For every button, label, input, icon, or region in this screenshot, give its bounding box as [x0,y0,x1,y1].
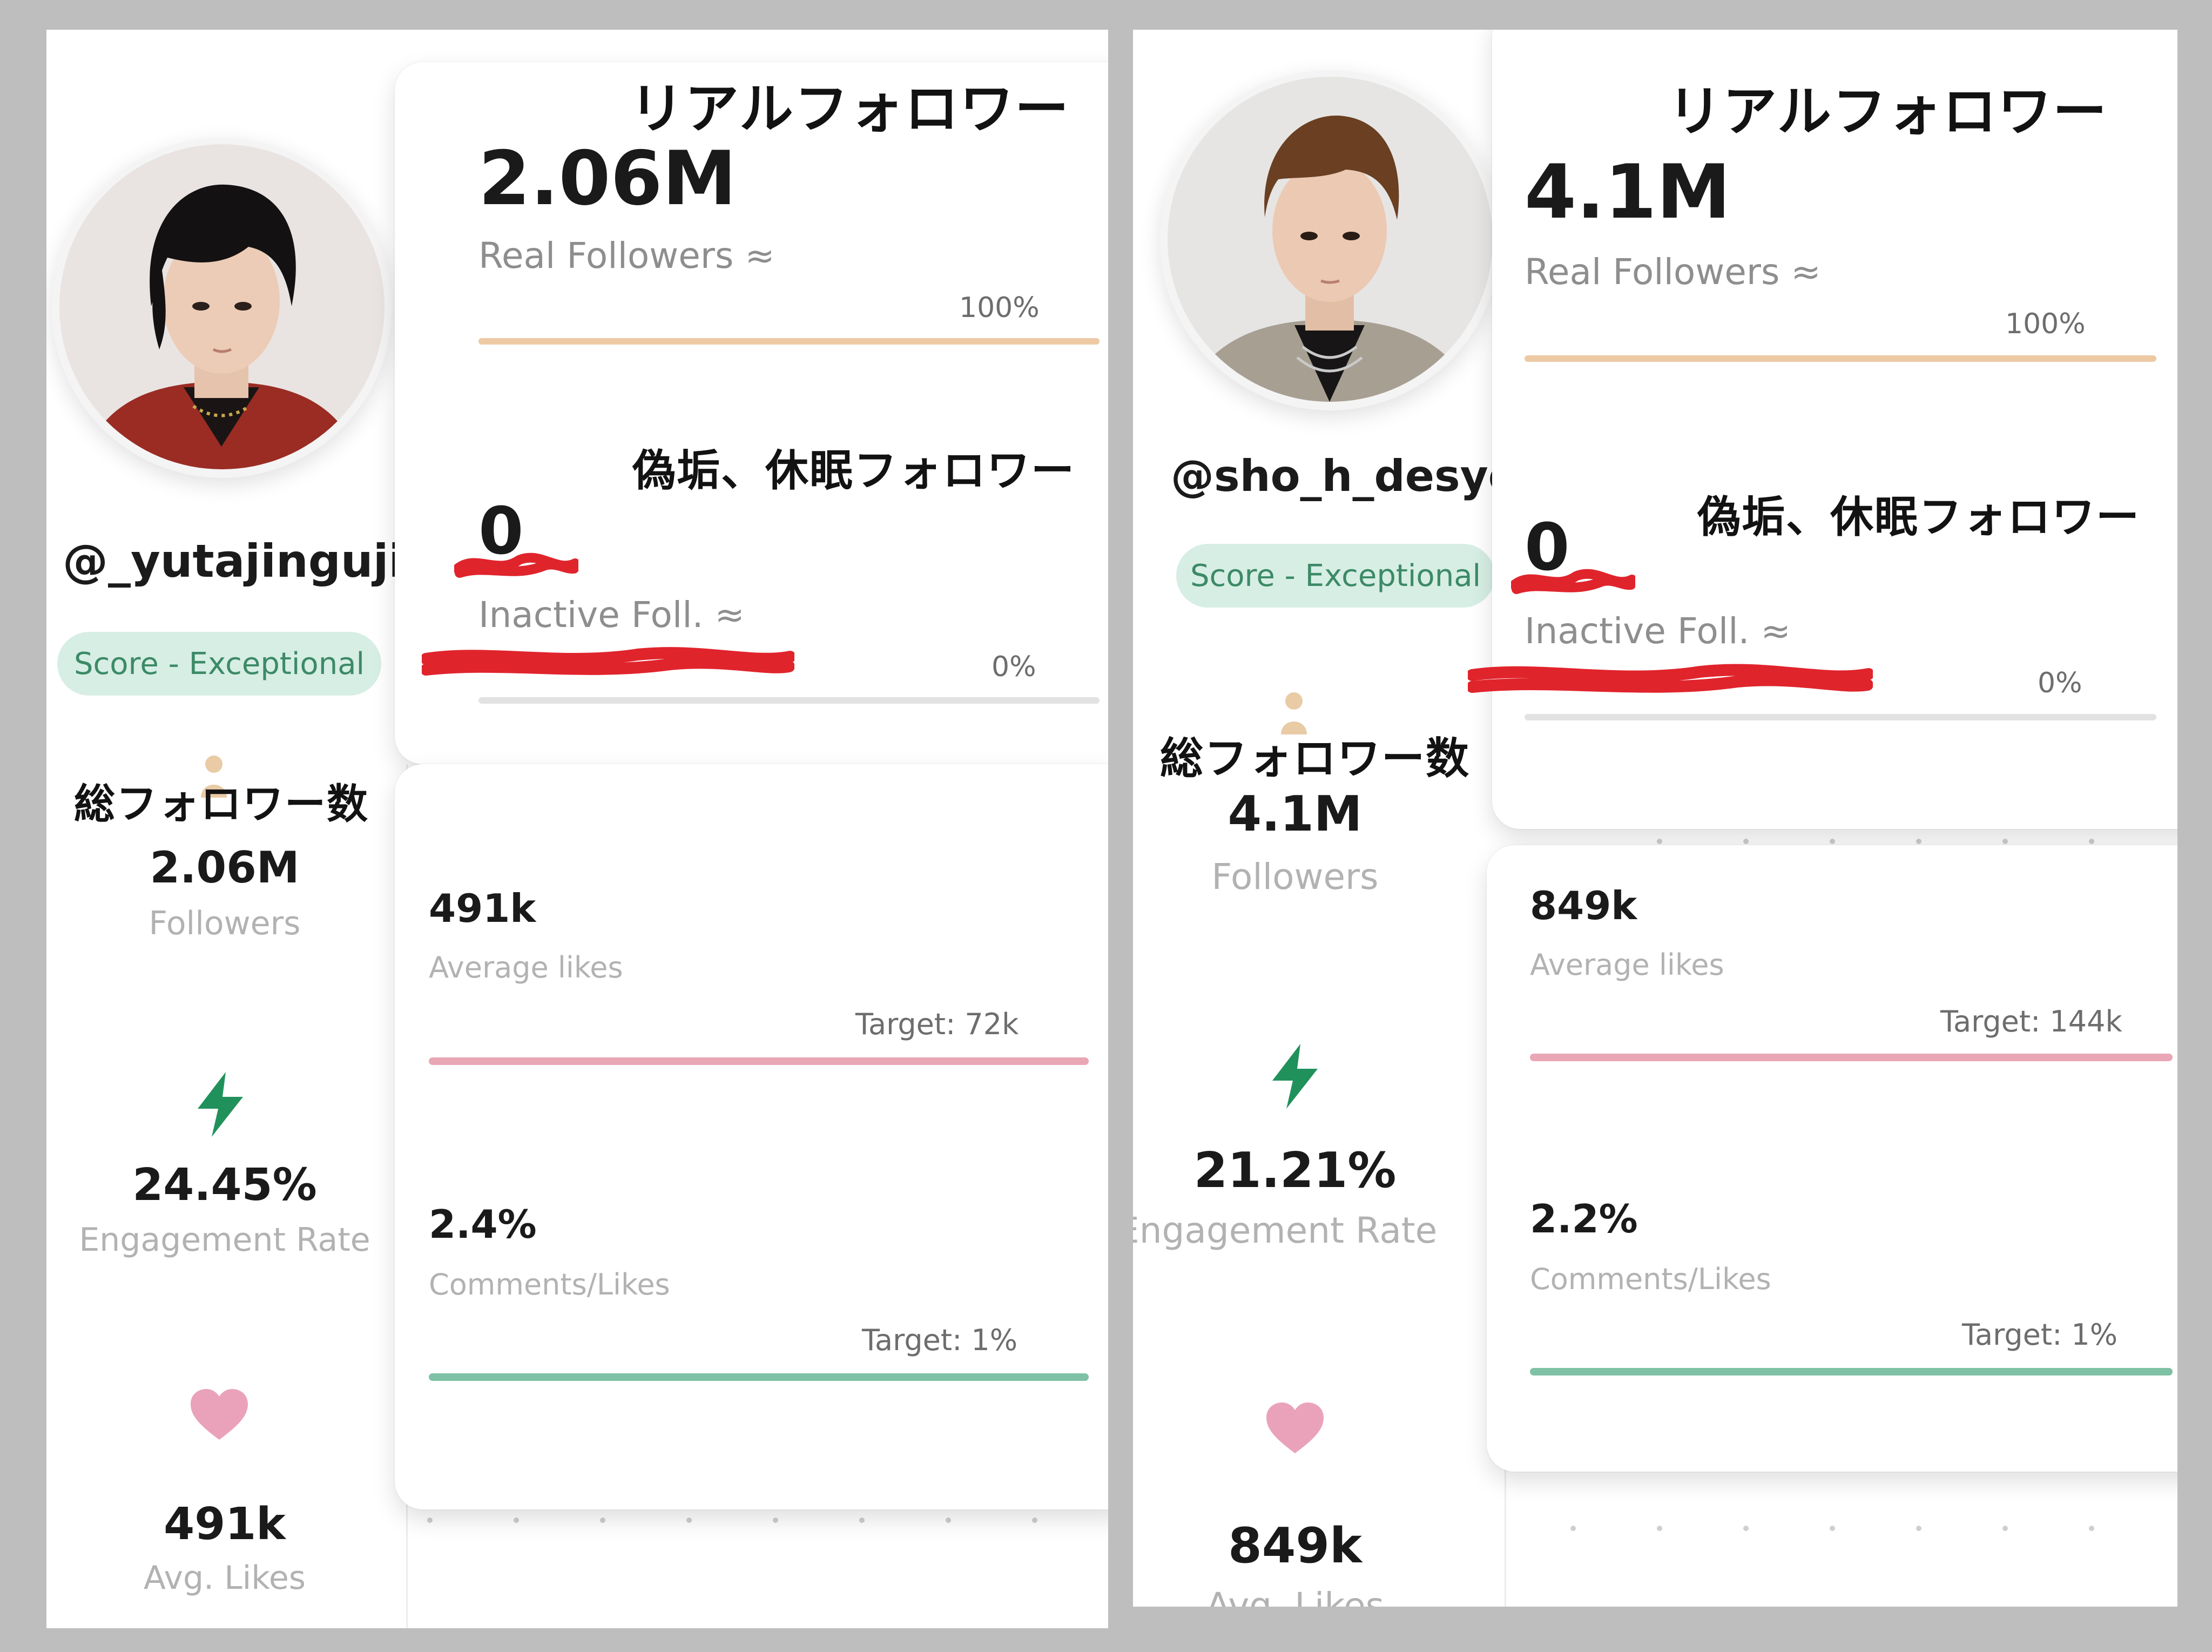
grid-dot [2002,1526,2008,1531]
grid-dot [1743,839,1749,844]
followers-count: 2.06M [150,842,300,893]
grid-dot [514,1518,519,1523]
bolt-icon [1272,1044,1318,1109]
grid-dot [2002,839,2008,844]
likes-bar [1530,1054,2173,1061]
person-icon [1281,692,1307,734]
real-followers-percent: 100% [2005,308,2086,340]
grid-dot [1830,839,1835,844]
bolt-icon [198,1072,243,1137]
heart-icon [1266,1402,1324,1453]
average-likes-label: Average likes [1530,948,1724,982]
jp-total-followers-caption: 総フォロワー数 [74,780,369,828]
jp-total-followers-caption: 総フォロワー数 [1160,733,1470,784]
engagement-rate-label: Engagement Rate [1133,1210,1438,1251]
score-badge: Score - Exceptional [1176,544,1495,608]
real-followers-bar [478,338,1100,345]
red-scribble-underline [1468,664,1873,693]
inactive-followers-percent: 0% [2038,667,2082,699]
jp-inactive-caption: 偽垢、休眠フォロワー [1697,492,2140,542]
real-followers-value: 4.1M [1525,149,1731,235]
jp-real-followers-caption: リアルフォロワー [630,77,1070,140]
heart-icon [191,1389,248,1440]
followers-count: 4.1M [1228,786,1363,842]
avg-likes-value: 491k [164,1499,286,1550]
real-followers-label: Real Followers ≈ [478,235,775,277]
grid-dot [1743,1526,1749,1531]
engagement-card [1487,845,2177,1472]
comments-likes-value: 2.4% [429,1202,537,1247]
grid-dot [946,1518,951,1523]
grid-dot [1916,839,1921,844]
grid-dot [600,1518,605,1523]
followers-label: Followers [1211,856,1379,898]
avatar[interactable] [59,144,385,469]
avg-likes-label: Avg. Likes [143,1559,306,1597]
red-scribble-underline [422,647,794,676]
average-likes-value: 849k [1530,883,1637,928]
inactive-followers-track [478,697,1100,704]
avatar[interactable] [1168,77,1493,402]
comments-likes-value: 2.2% [1530,1196,1638,1242]
grid-dot [686,1518,692,1523]
profile-panel-left: @_yutajinguji Score - Exceptional 総フォロワー… [46,30,1108,1628]
grid-dot [427,1518,433,1523]
average-likes-label: Average likes [429,950,623,985]
inactive-followers-value: 0 [1525,510,1570,585]
grid-dot [2089,839,2094,844]
score-badge-label: Score - Exceptional [73,646,365,682]
inactive-followers-percent: 0% [992,651,1036,683]
grid-dot [1657,839,1662,844]
grid-dot [1830,1526,1835,1531]
grid-dot [2089,1526,2094,1531]
avg-likes-label: Avg. Likes [1205,1585,1385,1607]
real-followers-value: 2.06M [478,135,737,222]
grid-dot [1032,1518,1037,1523]
avg-likes-value: 849k [1228,1518,1362,1574]
engagement-rate-value: 24.45% [132,1159,317,1211]
engagement-card [395,764,1108,1509]
comments-likes-label: Comments/Likes [429,1267,670,1302]
likes-target: Target: 72k [855,1007,1019,1041]
real-followers-bar [1525,355,2156,362]
grid-dot [859,1518,865,1523]
comments-bar [429,1373,1089,1381]
jp-inactive-caption: 偽垢、休眠フォロワー [632,446,1075,496]
likes-target: Target: 144k [1940,1004,2122,1039]
follower-quality-card [1492,30,2177,829]
red-scribble-mark [454,552,578,578]
username-handle[interactable]: @_yutajinguji [63,535,404,588]
person-icon [201,756,227,798]
grid-dot [1916,1526,1921,1531]
grid-dot [1657,1526,1662,1531]
red-scribble-mark [1511,569,1635,594]
real-followers-label: Real Followers ≈ [1525,251,1821,293]
inactive-followers-track [1525,714,2156,720]
comments-target: Target: 1% [1962,1318,2118,1352]
engagement-rate-label: Engagement Rate [79,1221,370,1259]
score-badge: Score - Exceptional [57,632,381,696]
engagement-rate-value: 21.21% [1193,1142,1397,1199]
comments-likes-label: Comments/Likes [1530,1262,1771,1296]
comments-bar [1530,1368,2173,1375]
score-badge-label: Score - Exceptional [1190,558,1481,594]
follower-quality-card [395,62,1108,764]
profile-panel-right: @sho_h_desyo Score - Exceptional 総フォロワー数… [1133,30,2177,1607]
grid-dot [1570,1526,1576,1531]
inactive-followers-label: Inactive Foll. ≈ [478,594,745,636]
likes-bar [429,1057,1089,1065]
jp-real-followers-caption: リアルフォロワー [1668,80,2108,143]
grid-dot [773,1518,778,1523]
username-handle[interactable]: @sho_h_desyo [1171,451,1518,501]
real-followers-percent: 100% [959,292,1040,324]
inactive-followers-label: Inactive Foll. ≈ [1525,610,1791,652]
followers-label: Followers [149,905,301,942]
average-likes-value: 491k [429,886,536,931]
comments-target: Target: 1% [862,1323,1018,1357]
